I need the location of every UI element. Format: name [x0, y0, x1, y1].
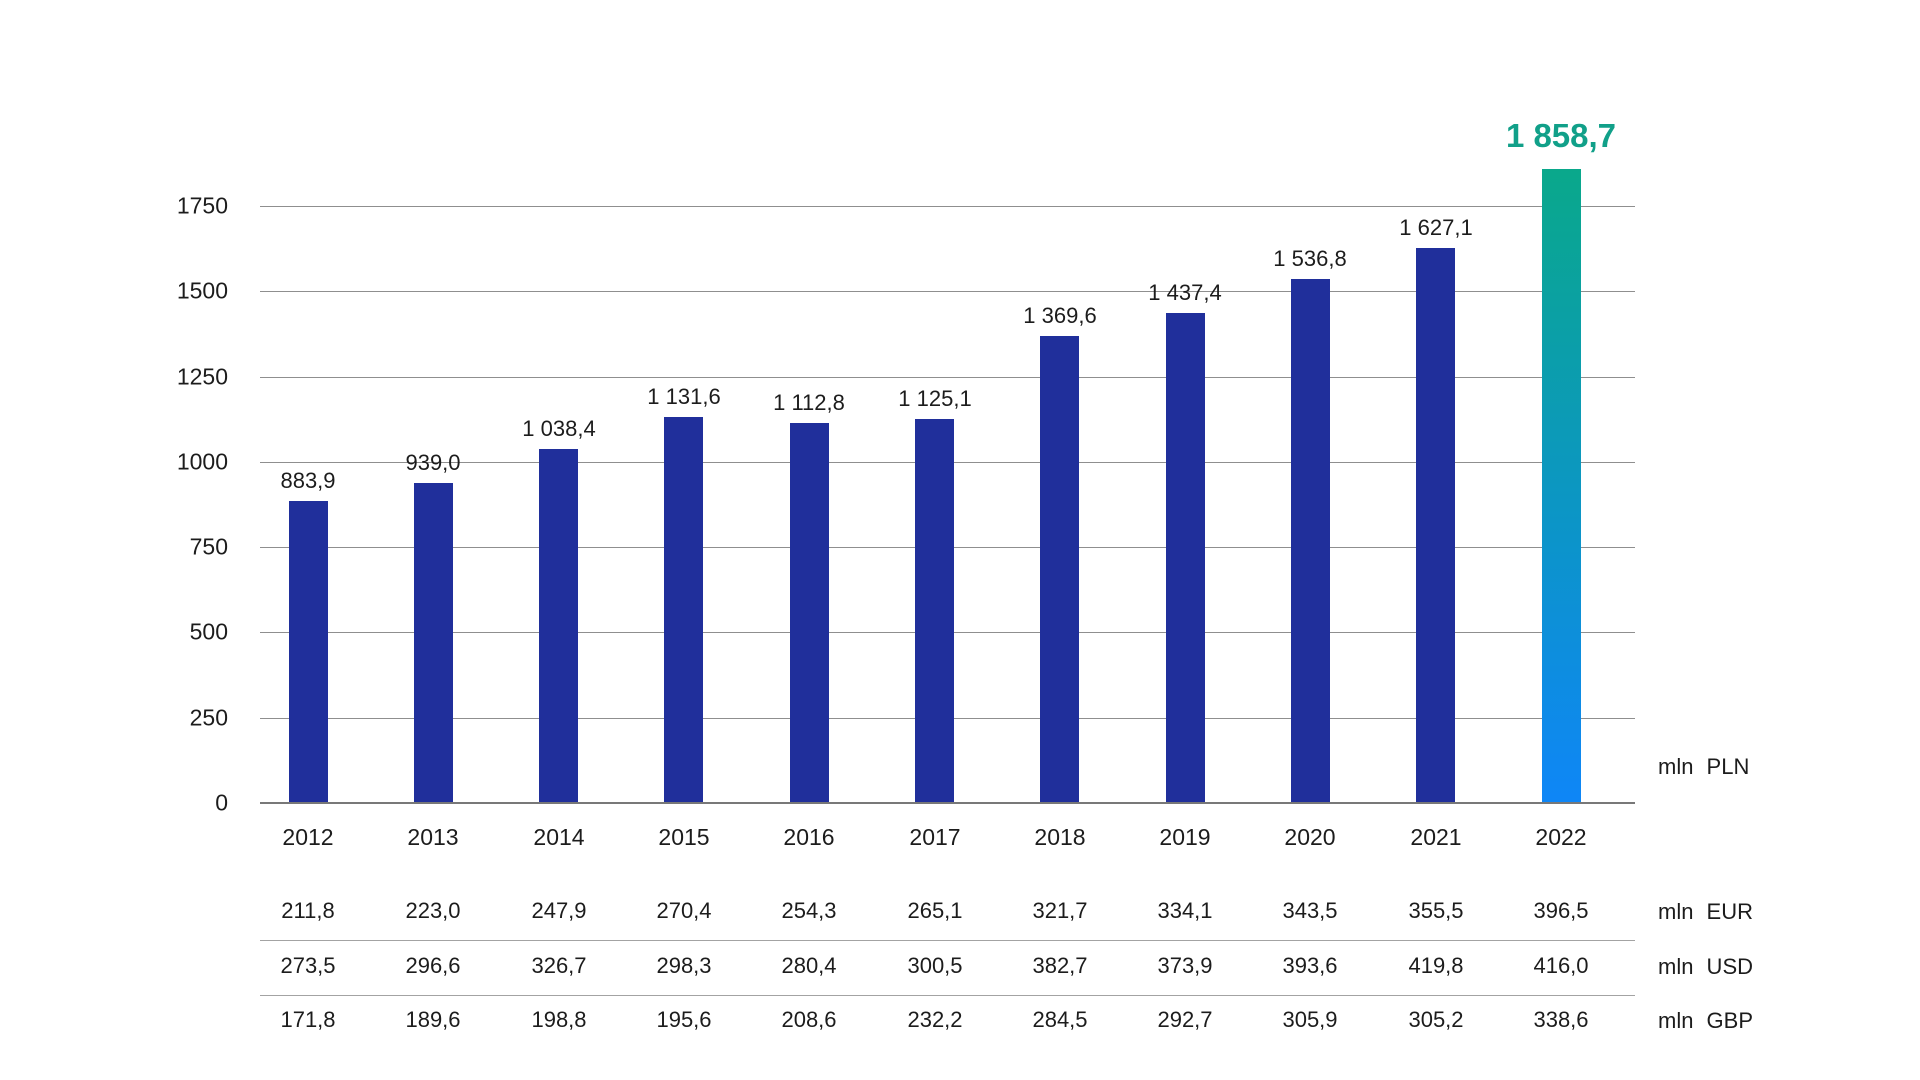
- bar-value-label-2013: 939,0: [405, 449, 461, 475]
- x-axis-label-2013: 2013: [407, 824, 459, 850]
- y-axis-tick-label: 1500: [176, 277, 228, 304]
- table-cell-eur-2017: 265,1: [907, 898, 963, 923]
- table-cell-usd-2022: 416,0: [1533, 953, 1589, 978]
- y-axis-tick-label: 1750: [176, 192, 228, 219]
- table-cell-eur-2012: 211,8: [281, 898, 335, 923]
- table-cell-gbp-2018: 284,5: [1032, 1007, 1088, 1032]
- table-cell-eur-2014: 247,9: [531, 898, 587, 923]
- table-cell-usd-2019: 373,9: [1157, 953, 1213, 978]
- x-axis-label-2017: 2017: [909, 824, 961, 850]
- bar-2020: [1291, 279, 1330, 803]
- y-axis-tick-label: 0: [215, 789, 228, 816]
- x-axis-label-2015: 2015: [658, 824, 710, 850]
- bar-value-label-2022: 1 858,7: [1505, 117, 1617, 155]
- gridline-1750: [260, 206, 1635, 207]
- y-axis-tick-label: 750: [189, 533, 228, 560]
- table-cell-eur-2018: 321,7: [1032, 898, 1088, 923]
- table-cell-gbp-2016: 208,6: [781, 1007, 837, 1032]
- x-axis-label-2021: 2021: [1410, 824, 1462, 850]
- table-cell-gbp-2022: 338,6: [1533, 1007, 1589, 1032]
- table-cell-eur-2019: 334,1: [1157, 898, 1213, 923]
- table-cell-eur-2013: 223,0: [405, 898, 461, 923]
- unit-label-eur: mln EUR: [1658, 899, 1754, 924]
- bar-2019: [1166, 313, 1205, 803]
- table-cell-usd-2018: 382,7: [1032, 953, 1088, 978]
- bar-value-label-2017: 1 125,1: [898, 385, 972, 411]
- x-axis-label-2016: 2016: [783, 824, 835, 850]
- bar-value-label-2015: 1 131,6: [647, 383, 721, 409]
- bar-value-label-2018: 1 369,6: [1023, 302, 1097, 328]
- table-cell-gbp-2020: 305,9: [1282, 1007, 1338, 1032]
- bar-2013: [414, 483, 453, 803]
- table-cell-gbp-2013: 189,6: [405, 1007, 461, 1032]
- y-axis-tick-label: 1000: [176, 448, 228, 475]
- bar-2017: [915, 419, 954, 803]
- table-cell-eur-2022: 396,5: [1533, 898, 1589, 923]
- bar-2022: [1542, 169, 1581, 803]
- table-cell-usd-2012: 273,5: [280, 953, 336, 978]
- bar-2021: [1416, 248, 1455, 803]
- gridline-1250: [260, 377, 1635, 378]
- table-cell-gbp-2021: 305,2: [1408, 1007, 1464, 1032]
- x-axis-label-2018: 2018: [1034, 824, 1086, 850]
- gridline-1500: [260, 291, 1635, 292]
- x-axis-line: [260, 802, 1635, 804]
- unit-label-gbp: mln GBP: [1658, 1008, 1754, 1033]
- bar-2018: [1040, 336, 1079, 803]
- table-cell-usd-2020: 393,6: [1282, 953, 1338, 978]
- bar-value-label-2019: 1 437,4: [1148, 279, 1222, 305]
- table-cell-eur-2021: 355,5: [1408, 898, 1464, 923]
- table-cell-gbp-2015: 195,6: [656, 1007, 712, 1032]
- bar-2012: [289, 501, 328, 803]
- bar-2015: [664, 417, 703, 803]
- y-axis-tick-label: 250: [189, 704, 228, 731]
- table-cell-eur-2020: 343,5: [1282, 898, 1338, 923]
- bar-value-label-2020: 1 536,8: [1273, 245, 1347, 271]
- bar-value-label-2021: 1 627,1: [1399, 214, 1473, 240]
- table-cell-usd-2021: 419,8: [1408, 953, 1464, 978]
- table-cell-gbp-2012: 171,8: [280, 1007, 336, 1032]
- table-cell-eur-2016: 254,3: [781, 898, 837, 923]
- bar-value-label-2016: 1 112,8: [773, 389, 845, 415]
- table-cell-gbp-2014: 198,8: [531, 1007, 587, 1032]
- x-axis-label-2012: 2012: [282, 824, 334, 850]
- bar-value-label-2012: 883,9: [280, 467, 336, 493]
- x-axis-label-2020: 2020: [1284, 824, 1336, 850]
- table-separator-2: [260, 995, 1635, 996]
- bar-2016: [790, 423, 829, 803]
- unit-label-pln: mln PLN: [1658, 754, 1750, 779]
- table-cell-usd-2015: 298,3: [656, 953, 712, 978]
- x-axis-label-2014: 2014: [533, 824, 585, 850]
- bar-2014: [539, 449, 578, 803]
- y-axis-tick-label: 500: [189, 618, 228, 645]
- unit-label-usd: mln USD: [1658, 954, 1754, 979]
- table-cell-gbp-2017: 232,2: [907, 1007, 963, 1032]
- table-cell-usd-2016: 280,4: [781, 953, 837, 978]
- table-cell-usd-2014: 326,7: [531, 953, 587, 978]
- y-axis-tick-label: 1250: [176, 363, 228, 390]
- bar-value-label-2014: 1 038,4: [522, 415, 596, 441]
- table-cell-usd-2013: 296,6: [405, 953, 461, 978]
- x-axis-label-2022: 2022: [1535, 824, 1587, 850]
- table-cell-gbp-2019: 292,7: [1157, 1007, 1213, 1032]
- x-axis-label-2019: 2019: [1159, 824, 1211, 850]
- table-separator-1: [260, 940, 1635, 941]
- table-cell-usd-2017: 300,5: [907, 953, 963, 978]
- table-cell-eur-2015: 270,4: [656, 898, 712, 923]
